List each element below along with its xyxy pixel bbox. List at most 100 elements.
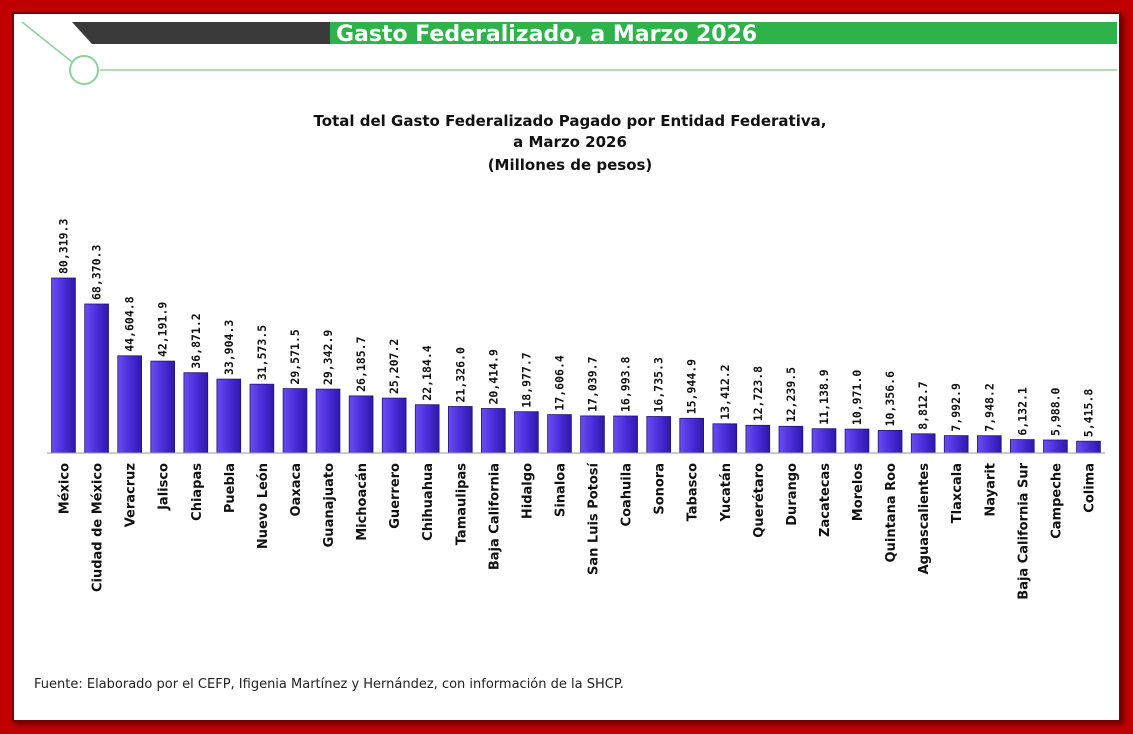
category-label-25: Quintana Roo — [884, 463, 899, 562]
category-label-30: Campeche — [1049, 463, 1064, 539]
value-label-7: 29,571.5 — [288, 329, 302, 384]
header-green-band — [330, 22, 1117, 44]
value-label-13: 20,414.9 — [486, 349, 500, 404]
category-label-16: San Luis Potosí — [587, 461, 602, 575]
category-label-24: Morelos — [851, 463, 866, 521]
category-label-20: Yucatán — [719, 463, 734, 522]
bar-0 — [51, 277, 76, 454]
bar-13 — [480, 408, 506, 454]
bar-28 — [977, 435, 1002, 454]
value-label-4: 36,871.2 — [189, 313, 203, 368]
category-label-1: Ciudad de México — [91, 463, 106, 592]
bar-1 — [84, 303, 109, 454]
bar-15 — [547, 414, 572, 454]
category-label-13: Baja California — [487, 463, 502, 570]
category-label-18: Sonora — [653, 463, 668, 515]
chart-title: Total del Gasto Federalizado Pagado por … — [314, 112, 827, 130]
header-dark-band — [72, 22, 330, 44]
bar-8 — [315, 388, 341, 454]
value-label-25: 10,356.6 — [883, 371, 897, 426]
category-label-12: Tamaulipas — [454, 463, 469, 546]
category-label-2: Veracruz — [124, 463, 139, 527]
bar-series — [51, 277, 1101, 454]
bar-12 — [447, 406, 473, 454]
category-label-23: Zacatecas — [818, 463, 833, 537]
value-label-21: 12,723.8 — [751, 366, 765, 421]
bar-14 — [514, 411, 539, 454]
bar-16 — [580, 415, 605, 454]
bar-31 — [1076, 440, 1101, 454]
value-label-24: 10,971.0 — [850, 370, 864, 425]
category-label-15: Sinaloa — [554, 463, 569, 517]
category-label-9: Michoacán — [355, 463, 370, 541]
category-labels: México Ciudad de México Veracruz Jalisco Chi… — [58, 461, 1098, 599]
bar-2 — [117, 355, 143, 454]
value-label-22: 12,239.5 — [784, 367, 798, 422]
bar-26 — [910, 433, 936, 454]
bar-18 — [646, 416, 671, 454]
value-label-12: 21,326.0 — [453, 347, 467, 402]
category-label-0: México — [58, 463, 73, 514]
value-label-31: 5,415.8 — [1082, 389, 1096, 438]
value-label-11: 22,184.4 — [420, 345, 434, 400]
bar-7 — [282, 388, 308, 454]
header-title: Gasto Federalizado, a Marzo 2026 — [336, 22, 757, 47]
value-label-3: 42,191.9 — [156, 302, 170, 357]
category-label-22: Durango — [785, 463, 800, 526]
bar-3 — [150, 360, 176, 454]
category-label-8: Guanajuato — [322, 463, 337, 547]
bar-19 — [679, 417, 704, 454]
value-label-18: 16,735.3 — [652, 357, 666, 412]
bar-22 — [778, 425, 804, 454]
category-label-21: Querétaro — [752, 463, 767, 538]
value-label-2: 44,604.8 — [123, 296, 137, 351]
category-label-11: Chihuahua — [421, 463, 436, 541]
category-label-26: Aguascalientes — [917, 463, 932, 575]
value-label-30: 5,988.0 — [1048, 387, 1062, 436]
category-label-6: Nuevo León — [256, 463, 271, 549]
bar-5 — [216, 378, 242, 454]
bar-29 — [1010, 439, 1035, 454]
value-label-27: 7,992.9 — [949, 383, 963, 432]
bar-11 — [414, 404, 440, 454]
category-label-27: Tlaxcala — [950, 463, 965, 523]
category-label-31: Colima — [1083, 463, 1098, 513]
source-note: Fuente: Elaborado por el CEFP, Ifigenia … — [34, 677, 624, 692]
value-labels: 80,319.3 68,370.3 44,604.8 42,191.9 36,871.2… — [57, 219, 1096, 438]
category-label-5: Puebla — [223, 463, 238, 513]
value-label-20: 13,412.2 — [718, 364, 732, 419]
category-label-7: Oaxaca — [289, 463, 304, 516]
category-label-28: Nayarit — [983, 463, 998, 517]
bar-20 — [712, 423, 738, 454]
value-label-1: 68,370.3 — [90, 245, 104, 300]
value-label-5: 33,904.3 — [222, 320, 236, 375]
chart-subtitle: a Marzo 2026 — [513, 133, 627, 151]
bar-17 — [613, 415, 638, 454]
bar-21 — [745, 424, 771, 454]
bar-10 — [381, 397, 407, 454]
value-label-16: 17,039.7 — [586, 356, 600, 411]
chart-units: (Millones de pesos) — [488, 156, 653, 174]
header-ring-icon — [69, 55, 99, 85]
header-banner: Gasto Federalizado, a Marzo 2026 — [21, 21, 1117, 85]
category-label-14: Hidalgo — [520, 463, 535, 519]
value-label-10: 25,207.2 — [387, 339, 401, 394]
bar-25 — [877, 429, 903, 454]
bar-6 — [249, 383, 275, 454]
value-label-28: 7,948.2 — [982, 383, 996, 431]
value-label-15: 17,606.4 — [553, 355, 567, 410]
category-label-19: Tabasco — [686, 463, 701, 521]
slide-panel — [12, 12, 1121, 722]
value-label-6: 31,573.5 — [255, 325, 269, 380]
value-label-14: 18,977.7 — [519, 352, 533, 407]
value-label-26: 8,812.7 — [916, 381, 930, 430]
category-label-10: Guerrero — [388, 463, 403, 529]
bar-9 — [348, 395, 374, 454]
value-label-23: 11,138.9 — [817, 369, 831, 424]
value-label-0: 80,319.3 — [57, 219, 71, 274]
bar-4 — [183, 372, 209, 454]
category-label-17: Coahuila — [620, 463, 635, 526]
value-label-9: 26,185.7 — [354, 336, 368, 391]
category-label-4: Chiapas — [190, 463, 205, 521]
